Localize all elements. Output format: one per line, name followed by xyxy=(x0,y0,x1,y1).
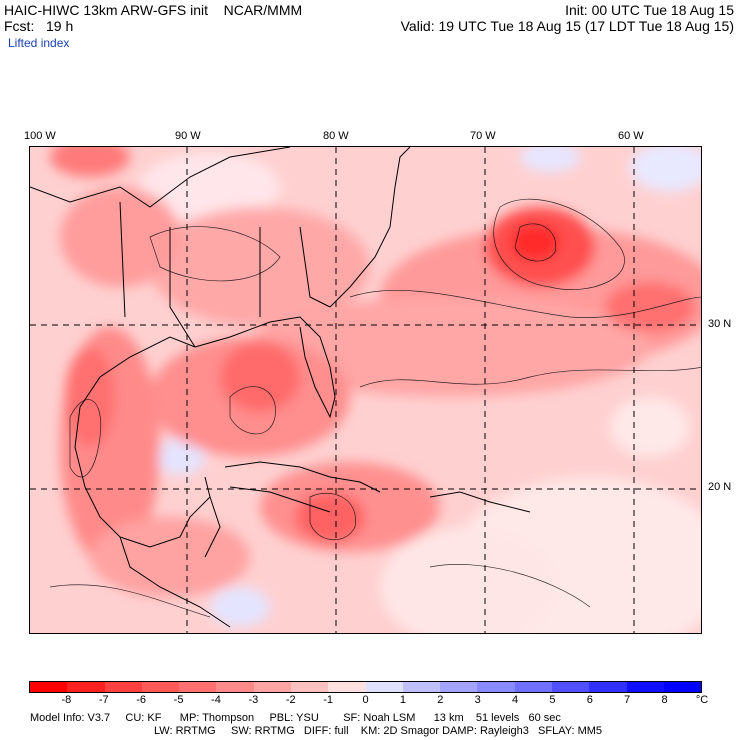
colorbar-swatch xyxy=(216,682,254,692)
colorbar-tick-label: 6 xyxy=(586,694,593,706)
colorbar-swatch xyxy=(365,682,403,692)
colorbar-tick-label: 3 xyxy=(474,694,481,706)
forecast-hour: Fcst: 19 h xyxy=(4,18,74,34)
colorbar xyxy=(29,681,702,693)
colorbar-tick-label: -6 xyxy=(136,694,147,706)
coastlines xyxy=(30,147,531,628)
colorbar-swatch xyxy=(290,682,329,692)
colorbar-swatch xyxy=(440,682,478,692)
colorbar-tick-label: 4 xyxy=(511,694,519,706)
colorbar-swatch xyxy=(253,682,291,692)
lon-label-60w: 60 W xyxy=(618,130,644,142)
colorbar-swatch xyxy=(67,682,105,692)
lifted-index-map xyxy=(29,146,702,634)
colorbar-tick-label: -1 xyxy=(323,694,333,706)
colorbar-swatch xyxy=(141,682,180,692)
colorbar-swatch xyxy=(551,682,590,692)
lifted-index-shading xyxy=(50,147,701,633)
model-info-line1: Model Info: V3.7 CU: KF MP: Thompson PBL… xyxy=(30,712,561,724)
colorbar-tick-label: -8 xyxy=(61,694,72,706)
colorbar-swatch xyxy=(514,682,552,692)
colorbar-swatch xyxy=(104,682,142,692)
colorbar-swatch xyxy=(30,682,68,692)
colorbar-tick-label: 5 xyxy=(549,694,556,706)
colorbar-tick-label: 2 xyxy=(437,694,444,706)
lat-label-20n: 20 N xyxy=(708,481,732,493)
colorbar-tick-label: -7 xyxy=(98,694,109,706)
lat-lon-grid xyxy=(30,147,701,633)
lon-label-90w: 90 W xyxy=(175,130,201,142)
colorbar-unit: °C xyxy=(695,694,709,706)
model-info-line2: LW: RRTMG SW: RRTMG DIFF: full KM: 2D Sm… xyxy=(154,725,603,737)
colorbar-swatch xyxy=(402,682,441,692)
contour-lines xyxy=(49,198,701,618)
colorbar-tick-label: -3 xyxy=(248,694,259,706)
model-title: HAIC-HIWC 13km ARW-GFS init NCAR/MMM xyxy=(4,2,303,18)
colorbar-swatch xyxy=(477,682,515,692)
init-time: Init: 00 UTC Tue 18 Aug 15 xyxy=(565,2,734,18)
colorbar-tick-label: 8 xyxy=(661,694,668,706)
colorbar-swatch xyxy=(663,682,702,692)
valid-time: Valid: 19 UTC Tue 18 Aug 15 (17 LDT Tue … xyxy=(400,18,734,34)
lon-label-100w: 100 W xyxy=(24,130,56,142)
colorbar-tick-label: -4 xyxy=(211,694,221,706)
field-name: Lifted index xyxy=(8,36,70,50)
colorbar-tick-label: -2 xyxy=(285,694,296,706)
colorbar-tick-label: 7 xyxy=(624,694,631,706)
colorbar-swatch xyxy=(589,682,627,692)
colorbar-tick-label: 1 xyxy=(399,694,406,706)
colorbar-swatch xyxy=(626,682,664,692)
colorbar-swatch xyxy=(179,682,217,692)
lon-label-70w: 70 W xyxy=(470,130,496,142)
colorbar-tick-label: 0 xyxy=(362,694,369,706)
colorbar-swatch xyxy=(328,682,366,692)
colorbar-tick-label: -5 xyxy=(173,694,184,706)
lat-label-30n: 30 N xyxy=(708,318,732,330)
lon-label-80w: 80 W xyxy=(323,130,349,142)
